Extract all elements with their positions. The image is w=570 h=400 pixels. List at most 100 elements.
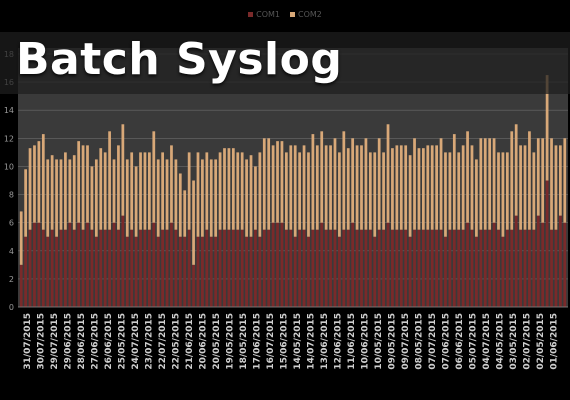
bar-com1 (519, 229, 522, 307)
bar-com2 (386, 124, 390, 223)
bar-com2 (315, 145, 319, 230)
bar-com2 (267, 138, 271, 230)
bar-com2 (563, 138, 567, 223)
bar-com1 (293, 236, 297, 307)
bar-com2 (86, 145, 89, 223)
bar-com2 (377, 138, 381, 230)
bar-com1 (439, 229, 443, 307)
bar-com1 (408, 236, 412, 307)
bar-com2 (408, 155, 412, 237)
bar-com2 (214, 159, 218, 237)
bar-com2 (355, 145, 359, 230)
bar-com1 (178, 236, 182, 307)
bar-com1 (81, 229, 85, 307)
bar-com1 (218, 229, 222, 307)
bar-com1 (364, 229, 368, 307)
bar-com2 (178, 173, 182, 237)
bar-com2 (64, 152, 67, 230)
bar-com2 (444, 152, 447, 237)
bar-com1 (501, 236, 505, 307)
bar-com1 (289, 229, 293, 307)
bar-com1 (165, 229, 169, 307)
bar-com2 (426, 145, 430, 230)
bar-com1 (523, 229, 527, 307)
bar-com2 (55, 159, 58, 237)
bar-com2 (360, 145, 363, 230)
legend-swatch-com2 (290, 12, 295, 17)
x-tick-label: 13/06/2015 (320, 313, 330, 370)
x-tick-label: 20/06/2015 (199, 313, 209, 370)
x-tick-label: 04/07/2015 (482, 313, 492, 370)
x-tick-label: 09/05/2015 (388, 313, 398, 370)
bar-com2 (59, 159, 63, 230)
bar-com2 (329, 145, 332, 230)
bar-com2 (112, 159, 116, 223)
bar-com1 (479, 229, 483, 307)
bar-com2 (395, 145, 399, 230)
bar-com2 (452, 134, 456, 230)
bar-com1 (196, 236, 200, 307)
bar-com2 (223, 148, 226, 230)
x-tick-label: 31/07/2015 (23, 313, 33, 370)
bar-com2 (457, 152, 461, 230)
bar-com2 (187, 152, 191, 230)
bar-com1 (483, 229, 487, 307)
bar-com2 (559, 145, 562, 216)
banner-title: Batch Syslog (16, 34, 343, 85)
bar-com2 (497, 152, 500, 230)
bar-com1 (152, 222, 156, 307)
x-tick-label: 28/06/2015 (77, 313, 87, 370)
x-tick-label: 15/06/2015 (280, 313, 290, 370)
x-tick-label: 24/07/2015 (131, 313, 141, 370)
bar-com1 (240, 229, 244, 307)
bar-com1 (563, 222, 567, 307)
bar-com1 (399, 229, 403, 307)
bar-com1 (346, 229, 350, 307)
bar-com2 (338, 152, 341, 237)
x-tick-label: 16/07/2015 (266, 313, 276, 370)
bar-com1 (117, 229, 120, 307)
x-tick-label: 27/06/2015 (91, 313, 101, 370)
bar-com2 (351, 138, 355, 223)
bar-com2 (245, 159, 248, 237)
bar-com1 (355, 229, 359, 307)
x-tick-label: 06/06/2015 (455, 313, 465, 370)
legend-item-com1: COM1 (248, 10, 280, 19)
bar-com2 (391, 148, 394, 230)
bar-com1 (373, 236, 377, 307)
bar-com2 (271, 145, 275, 223)
bar-com1 (470, 229, 474, 307)
bar-com1 (236, 229, 240, 307)
bar-com1 (112, 222, 116, 307)
bar-com1 (121, 215, 125, 307)
bar-com1 (161, 229, 164, 307)
bar-com1 (86, 222, 89, 307)
x-tick-label: 22/05/2015 (172, 313, 182, 370)
x-tick-label: 02/05/2015 (536, 313, 546, 370)
y-tick-label: 2 (9, 275, 14, 284)
bar-com2 (523, 145, 527, 230)
bar-com1 (72, 229, 76, 307)
bar-com2 (435, 145, 438, 230)
bar-com1 (125, 236, 129, 307)
bar-com1 (183, 236, 187, 307)
bar-com2 (399, 145, 403, 230)
bar-com1 (505, 229, 509, 307)
bar-com2 (170, 145, 173, 223)
bar-com1 (426, 229, 430, 307)
bar-com2 (46, 159, 50, 237)
bar-com1 (430, 229, 434, 307)
bar-com1 (46, 236, 50, 307)
bar-com2 (254, 166, 257, 230)
bar-com1 (77, 222, 81, 307)
bar-com2 (483, 138, 487, 230)
y-tick-label: 14 (4, 106, 14, 115)
bar-com1 (324, 229, 328, 307)
x-tick-label: 02/07/2015 (523, 313, 533, 370)
bar-com2 (90, 166, 94, 230)
bar-com2 (430, 145, 434, 230)
bar-com1 (377, 229, 381, 307)
bar-com2 (205, 152, 209, 230)
bar-com1 (492, 222, 496, 307)
bar-com1 (156, 236, 160, 307)
